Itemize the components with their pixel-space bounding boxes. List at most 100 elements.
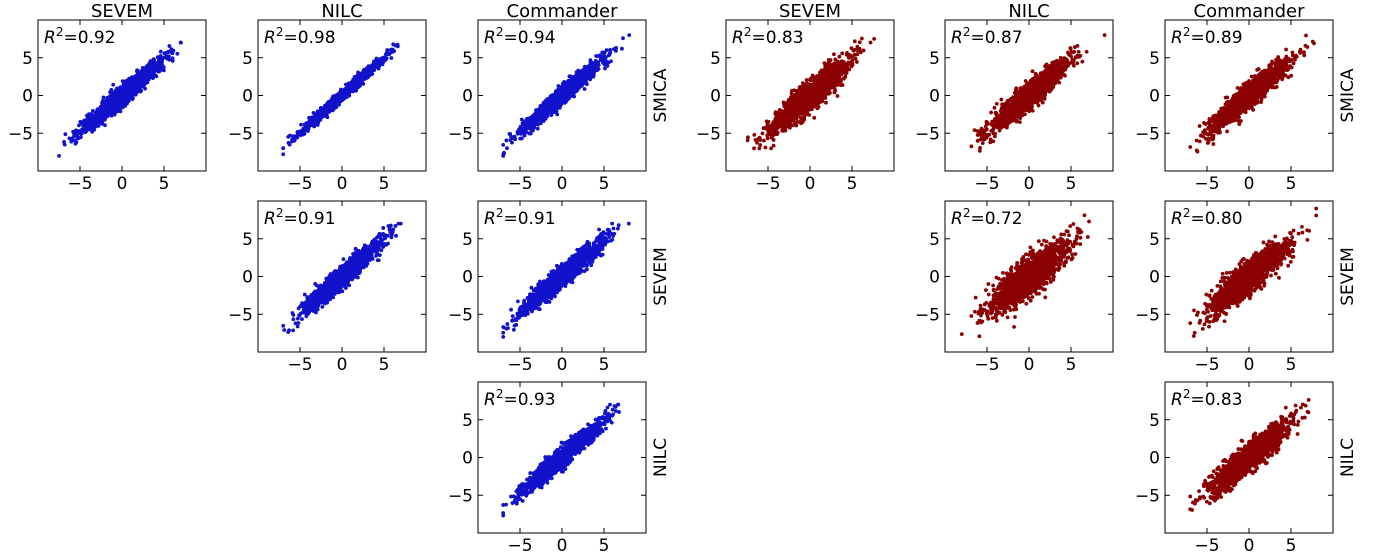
scatter-point [532, 124, 537, 128]
scatter-point [587, 68, 592, 73]
scatter-point [522, 123, 526, 128]
scatter-point [78, 119, 83, 124]
scatter-point [76, 129, 81, 133]
scatter-point [108, 90, 112, 95]
scatter-point [115, 109, 120, 114]
scatter-point [603, 66, 607, 71]
scatter-points [57, 40, 183, 158]
x-tick-label: 0 [557, 174, 568, 194]
row-label: NILC [651, 438, 671, 477]
scatter-point [167, 44, 172, 48]
scatter-point [571, 78, 575, 82]
scatter-point [161, 65, 166, 69]
scatter-point [549, 100, 554, 105]
scatter-point [557, 106, 562, 110]
scatter-point [123, 84, 127, 89]
scatter-point [105, 114, 110, 119]
scatter-point [304, 123, 309, 128]
scatter-point [125, 80, 130, 85]
scatter-point [580, 72, 585, 77]
scatter-point [531, 114, 536, 119]
r2-value: =0.98 [283, 28, 335, 48]
scatter-point [144, 68, 149, 73]
row-label: SMICA [651, 68, 671, 122]
scatter-point [508, 131, 513, 136]
scatter-point [131, 84, 136, 88]
scatter-point [549, 110, 554, 115]
scatter-point [164, 54, 169, 58]
scatter-point [390, 50, 395, 54]
scatter-point [602, 62, 607, 67]
scatter-point [522, 128, 527, 132]
y-tick-label: 5 [462, 49, 473, 69]
column-title: Commander [1194, 1, 1306, 22]
scatter-point [330, 104, 335, 109]
row-label: SMICA [1338, 68, 1358, 122]
scatter-point [69, 139, 74, 144]
r2-symbol: R [484, 28, 496, 48]
scatter-point [101, 95, 106, 100]
scatter-point [161, 68, 166, 73]
scatter-point [296, 133, 301, 137]
scatter-point [155, 65, 160, 70]
r2-annotation: R2=0.92 [44, 25, 116, 48]
scatter-point [75, 132, 80, 137]
r2-symbol: R [44, 28, 56, 48]
scatter-point [591, 70, 596, 75]
scatter-point [175, 51, 180, 56]
scatter-point [281, 146, 286, 151]
scatter-point [118, 109, 123, 114]
scatter-point [588, 77, 593, 82]
scatter-point [535, 126, 540, 131]
scatter-point [752, 146, 756, 151]
scatter-point [336, 102, 341, 107]
scatter-point [375, 61, 380, 66]
y-tick-label: −5 [228, 124, 253, 144]
scatter-point [314, 119, 318, 124]
x-tick-label: 5 [599, 174, 610, 194]
scatter-point [120, 93, 125, 97]
scatter-point [562, 93, 567, 98]
scatter-point [78, 135, 83, 140]
scatter-point [88, 115, 92, 120]
scatter-point [156, 61, 161, 66]
scatter-points [281, 42, 400, 157]
scatter-point [542, 106, 547, 110]
scatter-point [299, 122, 303, 127]
scatter-point [389, 56, 394, 60]
scatter-point [356, 70, 360, 75]
scatter-point [103, 123, 107, 128]
row-label: SEVEM [651, 247, 671, 306]
scatter-point [90, 122, 95, 127]
scatter-point [178, 40, 183, 45]
x-tick-label: −5 [67, 174, 92, 194]
scatter-point [621, 36, 625, 41]
scatter-point [362, 72, 367, 77]
scatter-point [508, 138, 513, 142]
column-title: NILC [321, 1, 362, 22]
scatter-point [101, 106, 105, 110]
scatter-point [501, 143, 506, 147]
scatter-point [575, 74, 580, 79]
r2-annotation: R2=0.94 [484, 25, 556, 48]
scatter-point [143, 71, 148, 76]
scatter-point [150, 62, 155, 67]
scatter-point [574, 80, 579, 84]
scatter-point [81, 123, 86, 128]
scatter-point [596, 63, 601, 67]
row-label: NILC [1338, 438, 1358, 477]
scatter-point [130, 95, 135, 100]
scatter-point [551, 104, 556, 109]
scatter-point [281, 152, 286, 157]
scatter-point [372, 65, 376, 69]
scatter-point [121, 89, 126, 94]
scatter-point [111, 82, 116, 87]
scatter-point [527, 131, 531, 136]
scatter-point [580, 78, 585, 83]
scatter-point [62, 140, 66, 144]
scatter-point [556, 84, 561, 88]
column-title: NILC [1008, 1, 1049, 22]
scatter-point [108, 105, 113, 110]
